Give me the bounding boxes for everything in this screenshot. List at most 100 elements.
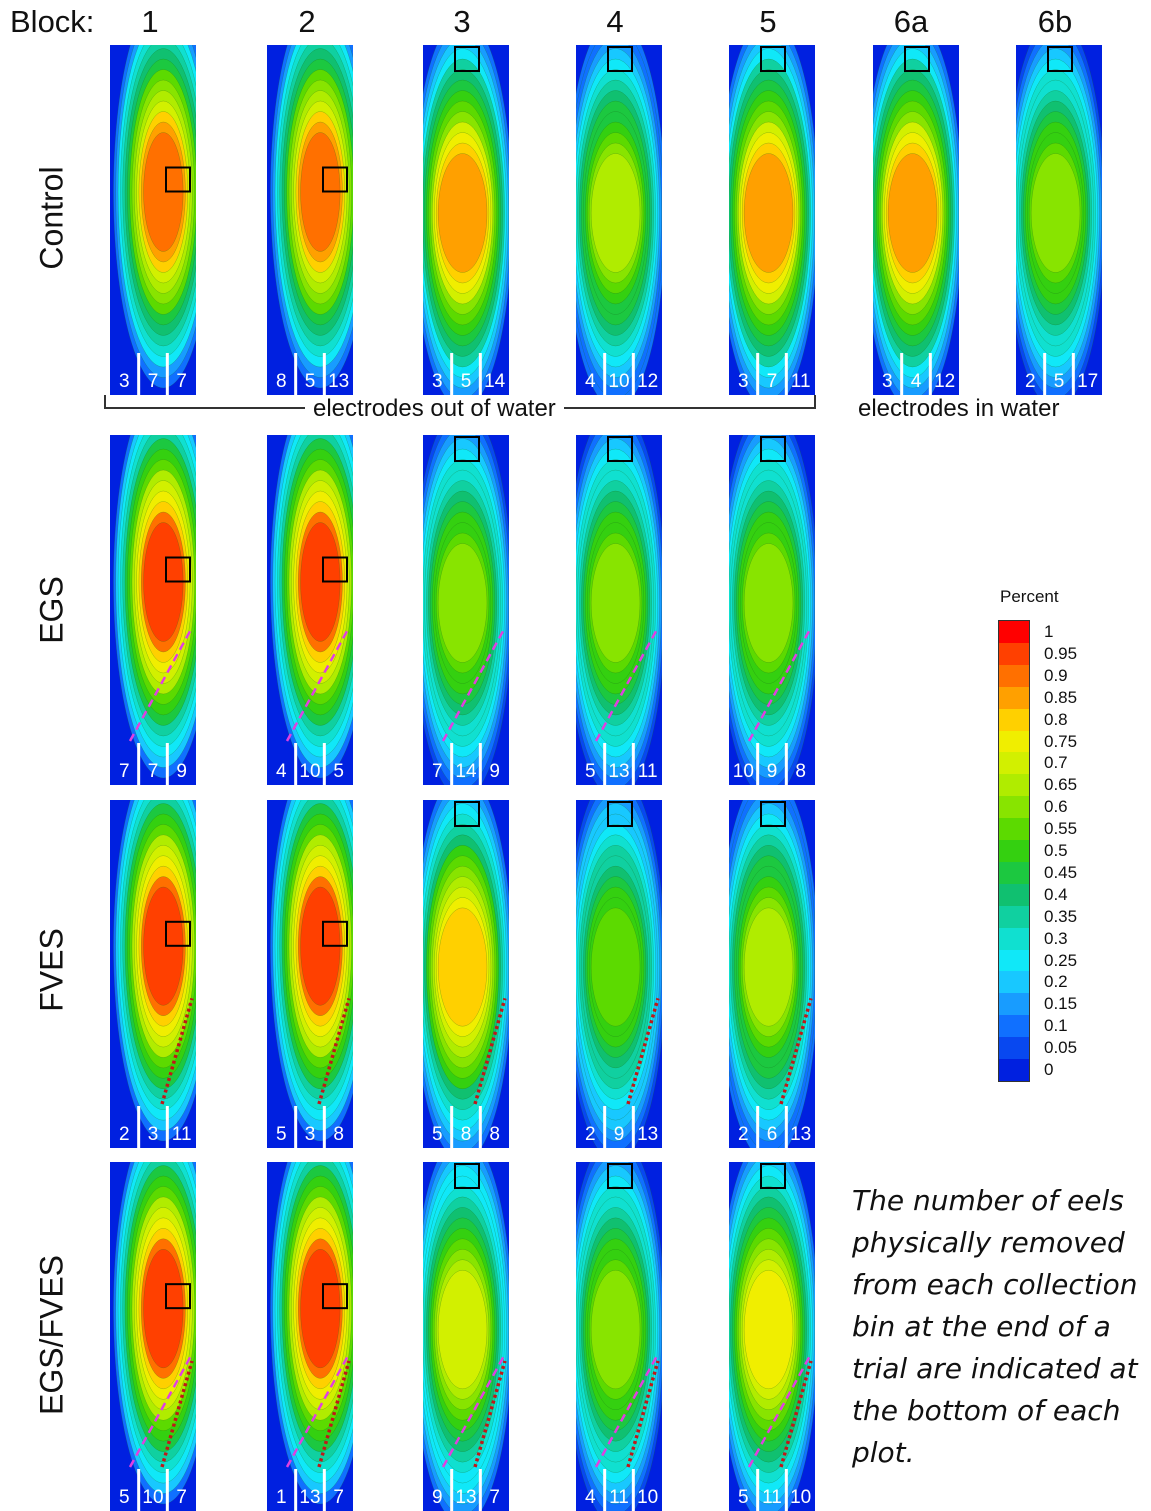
bin-count-label: 3 [305,1124,316,1145]
colorbar-swatch [999,927,1029,951]
heatmap-panel: 10 9 8 [729,435,815,785]
egs-electrode-line [594,626,660,742]
bin-count-label: 5 [119,1487,130,1508]
colorbar-swatch [999,971,1029,994]
colorbar-swatch [999,1059,1029,1082]
colorbar-tick-label: 0.55 [1044,819,1078,839]
entrance-marker [454,1163,480,1189]
bin-count-label: 5 [461,371,472,392]
block-label-6b: 6b [1037,4,1073,39]
entrance-marker [607,1163,633,1189]
colorbar-title: Percent [1000,587,1059,606]
colorbar-tick-label: 0.95 [1044,643,1078,663]
colorbar-tick-label: 0 [1044,1060,1054,1080]
bin-count-label: 7 [176,1487,187,1508]
bin-count-label: 4 [585,371,596,392]
bin-count-label: 13 [299,1487,320,1508]
bin-count-label: 3 [119,371,130,392]
colorbar-tick-label: 0.75 [1044,731,1078,751]
block-label-6a: 6a [893,4,929,39]
egs-electrode-line [594,1353,660,1468]
entrance-marker [454,801,480,827]
fves-electrode-line [779,1360,813,1468]
bin-count-label: 5 [585,761,596,782]
bin-count-label: 2 [1025,371,1036,392]
contour-band [743,543,794,663]
bin-count-label: 7 [148,371,159,392]
contour-band [437,907,488,1027]
colorbar-tick-label: 0.6 [1044,797,1068,817]
fves-electrode-line [160,997,194,1105]
egs-electrode-line [747,1353,813,1468]
contour-band [590,543,641,663]
egs-electrode-line [128,626,194,742]
bin-count-label: 2 [585,1124,596,1145]
bin-count-label: 10 [733,761,754,782]
bin-count-label: 7 [767,371,778,392]
colorbar-tick-label: 0.35 [1044,906,1078,926]
heatmap-panel: 8 5 13 [267,45,353,395]
bin-count-label: 8 [795,761,806,782]
bin-count-label: 5 [333,761,344,782]
bin-count-label: 11 [791,371,811,392]
egs-electrode-line [285,1353,351,1468]
caption-note: The number of eels physically removed fr… [852,1184,1138,1469]
colorbar-swatch [999,708,1029,731]
heatmap-panel: 4 10 12 [576,45,662,395]
bin-count-label: 5 [738,1487,749,1508]
bin-count-label: 11 [609,1487,629,1508]
bin-count-label: 9 [767,761,778,782]
entrance-marker [1047,46,1073,72]
bin-count-label: 7 [432,761,443,782]
block-label-1: 1 [141,4,159,39]
bin-count-label: 13 [637,1124,658,1145]
heatmap-panel: 5 13 11 [576,435,662,785]
colorbar-swatch [999,796,1029,819]
entrance-marker [760,46,786,72]
bin-count-label: 4 [585,1487,596,1508]
contour-band [437,1269,488,1390]
colorbar-swatch [999,642,1029,666]
heatmap-panel: 3 7 11 [729,45,815,395]
colorbar-tick-label: 0.65 [1044,775,1078,795]
contour-band [590,1269,641,1390]
bin-count-label: 4 [276,761,287,782]
entrance-marker [760,1163,786,1189]
bin-count-label: 14 [484,371,506,392]
contour-band [743,153,794,273]
entrance-marker [165,556,191,583]
bin-count-label: 9 [432,1487,443,1508]
fves-electrode-line [473,1360,507,1468]
bin-count-label: 8 [489,1124,500,1145]
bin-count-label: 11 [762,1487,782,1508]
bin-count-label: 2 [119,1124,130,1145]
colorbar-ticks: 1 0.95 0.9 0.85 0.8 0.75 0.7 0.65 0.6 0.55 0.5 0.45… [1040,620,1140,1080]
bin-count-label: 7 [119,761,130,782]
contour-band [743,907,794,1027]
colorbar-swatch [999,905,1029,929]
entrance-marker [454,46,480,72]
colorbar-swatch [999,730,1029,753]
fves-electrode-line [160,1360,194,1468]
colorbar-tick-label: 0.5 [1044,841,1068,861]
bin-count-label: 3 [432,371,443,392]
colorbar-tick-label: 1 [1044,622,1054,641]
colorbar-swatch [999,840,1029,863]
colorbar-tick-label: 0.7 [1044,753,1068,773]
bin-count-label: 7 [489,1487,500,1508]
entrance-marker [165,1283,191,1310]
colorbar-swatch [999,774,1029,797]
bin-count-label: 9 [176,761,187,782]
entrance-marker [760,436,786,462]
heatmap-panel: 2 3 11 [110,800,196,1148]
fves-electrode-line [317,1360,351,1468]
heatmap-panel: 4 10 5 [267,435,353,785]
colorbar-swatch [999,1037,1029,1060]
contour-band [743,1269,794,1390]
colorbar-swatch [999,993,1029,1016]
label-electrodes-out-of-water: electrodes out of water [305,395,564,423]
bin-count-label: 13 [328,371,349,392]
bin-count-label: 6 [767,1124,778,1145]
block-axis-label: Block: [10,4,95,39]
